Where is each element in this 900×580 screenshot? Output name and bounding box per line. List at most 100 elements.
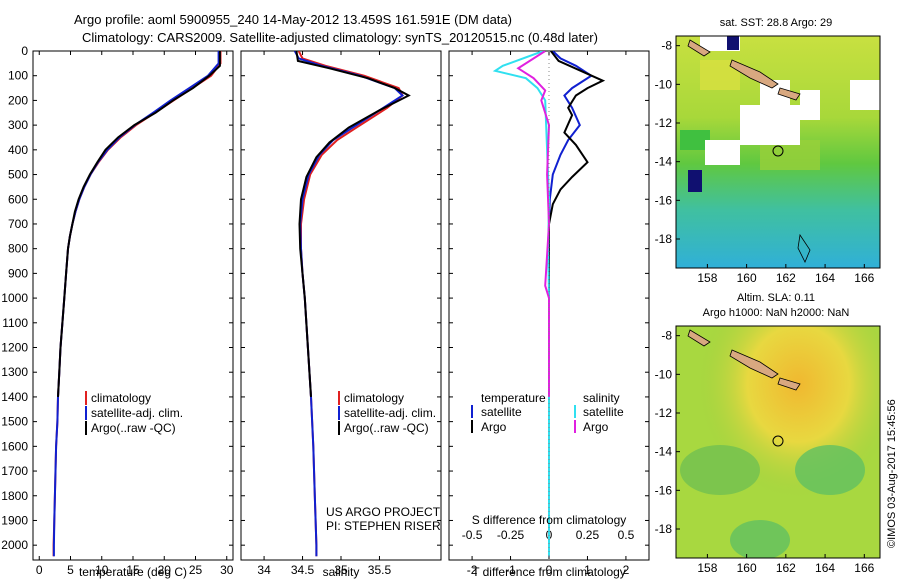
sla-low-anomaly bbox=[730, 520, 790, 558]
map-x-tick-label: 166 bbox=[854, 271, 874, 285]
sst-map-title: sat. SST: 28.8 Argo: 29 bbox=[720, 17, 833, 29]
series-line bbox=[52, 51, 222, 557]
map-y-tick-label: -8 bbox=[661, 329, 672, 343]
sst-patch bbox=[680, 130, 710, 150]
series-line bbox=[52, 51, 220, 557]
legend-label: satellite bbox=[481, 405, 522, 419]
map-x-tick-label: 164 bbox=[815, 561, 835, 575]
map-x-tick-label: 166 bbox=[854, 561, 874, 575]
depth-axis: 0 100 200 300 400 500 600 700 800 900 1000 1100 1200… bbox=[1, 44, 649, 552]
x-tick-label: 2 bbox=[623, 563, 630, 577]
series-line bbox=[548, 51, 606, 397]
x-tick-label: 1 bbox=[584, 563, 591, 577]
series-line bbox=[516, 51, 551, 397]
sst-missing-data bbox=[800, 90, 820, 120]
s-tick-label: 0.25 bbox=[576, 528, 600, 542]
map-y-tick-label: -16 bbox=[655, 193, 673, 207]
sst-missing-data bbox=[850, 80, 880, 110]
temperature-series bbox=[52, 51, 222, 557]
s-tick-label: -0.5 bbox=[462, 528, 483, 542]
map-x-tick-label: 158 bbox=[697, 561, 717, 575]
depth-tick-label: 2000 bbox=[1, 538, 28, 552]
map-x-tick-label: 160 bbox=[737, 561, 757, 575]
map-y-tick-label: -14 bbox=[655, 445, 673, 459]
salinity-xlabel: salinity bbox=[323, 565, 360, 579]
salinity-legend: climatology satellite-adj. clim. Argo(..… bbox=[338, 391, 436, 435]
map-y-tick-label: -8 bbox=[661, 39, 672, 53]
x-tick-label: 10 bbox=[95, 563, 109, 577]
x-tick-label: -2 bbox=[467, 563, 478, 577]
legend-label: satellite-adj. clim. bbox=[344, 406, 436, 420]
depth-tick-label: 100 bbox=[8, 69, 28, 83]
pi-annotation: PI: STEPHEN RISER bbox=[326, 519, 441, 533]
x-tick-label: 25 bbox=[189, 563, 203, 577]
map-y-tick-label: -16 bbox=[655, 483, 673, 497]
legend-label: Argo(..raw -QC) bbox=[91, 421, 176, 435]
map-y-tick-label: -10 bbox=[655, 77, 673, 91]
sst-missing-data bbox=[705, 140, 740, 165]
x-tick-label: -1 bbox=[505, 563, 516, 577]
credit-text: ©IMOS 03-Aug-2017 15:45:56 bbox=[886, 399, 898, 548]
depth-tick-label: 1700 bbox=[1, 464, 28, 478]
depth-tick-label: 1100 bbox=[2, 316, 28, 330]
salinity-panel-frame bbox=[240, 50, 442, 561]
salinity-series bbox=[293, 51, 411, 557]
island-shape bbox=[687, 329, 711, 347]
series-line bbox=[57, 51, 221, 397]
series-line bbox=[295, 51, 411, 397]
s-tick-label: -0.25 bbox=[497, 528, 525, 542]
header-line2: Climatology: CARS2009. Satellite-adjuste… bbox=[82, 30, 598, 45]
depth-tick-label: 1500 bbox=[1, 415, 28, 429]
depth-tick-label: 1900 bbox=[1, 513, 28, 527]
profile-location-marker bbox=[772, 435, 784, 447]
map-y-tick-label: -12 bbox=[655, 406, 673, 420]
temperature-x-ticks: 0 5 10 15 20 25 30 bbox=[36, 51, 234, 577]
map-y-tick-label: -14 bbox=[655, 155, 673, 169]
x-tick-label: 0 bbox=[36, 563, 43, 577]
x-tick-label: 34.5 bbox=[291, 563, 315, 577]
depth-tick-label: 400 bbox=[8, 143, 28, 157]
sst-map-frame bbox=[675, 35, 881, 269]
sst-cloud-mask bbox=[688, 170, 702, 192]
map-y-tick-label: -10 bbox=[655, 367, 673, 381]
depth-tick-label: 200 bbox=[8, 93, 28, 107]
sst-missing-data bbox=[740, 105, 800, 145]
x-tick-label: 5 bbox=[67, 563, 74, 577]
x-tick-label: 35.5 bbox=[368, 563, 392, 577]
legend-label: satellite bbox=[583, 405, 624, 419]
sla-map-frame bbox=[675, 325, 881, 559]
island-shape bbox=[729, 59, 779, 89]
difference-series bbox=[492, 51, 606, 557]
sst-map-ticks: 158 160 162 164 166 -8 -10 -12 -14 -16 -18 bbox=[655, 39, 875, 285]
temperature-legend: climatology satellite-adj. clim. Argo(..… bbox=[85, 391, 183, 435]
depth-tick-label: 600 bbox=[8, 192, 28, 206]
depth-tick-label: 1400 bbox=[1, 390, 28, 404]
x-tick-label: 0 bbox=[546, 563, 553, 577]
temperature-xlabel: temperature (deg C) bbox=[79, 565, 187, 579]
legend-label: climatology bbox=[91, 391, 151, 405]
sla-low-anomaly bbox=[680, 445, 760, 495]
legend-title-temperature: temperature bbox=[481, 391, 546, 405]
legend-label: satellite-adj. clim. bbox=[91, 406, 183, 420]
map-x-tick-label: 164 bbox=[815, 271, 835, 285]
legend-title-salinity: salinity bbox=[583, 391, 620, 405]
map-x-tick-label: 162 bbox=[776, 271, 796, 285]
reef-outline bbox=[797, 233, 811, 263]
sla-map-title: Altim. SLA: 0.11 bbox=[737, 292, 815, 304]
depth-tick-label: 300 bbox=[8, 118, 28, 132]
depth-tick-label: 900 bbox=[8, 266, 28, 280]
salinity-x-ticks: 34 34.5 35 35.5 bbox=[257, 51, 391, 577]
island-shape bbox=[777, 87, 801, 101]
x-tick-label: 30 bbox=[220, 563, 234, 577]
depth-tick-label: 700 bbox=[8, 217, 28, 231]
sla-warm-anomaly bbox=[676, 326, 880, 558]
x-tick-label: 35 bbox=[334, 563, 348, 577]
legend-label: Argo(..raw -QC) bbox=[344, 421, 429, 435]
s-difference-label: S difference from climatology bbox=[472, 513, 627, 527]
map-y-tick-label: -18 bbox=[655, 522, 673, 536]
depth-tick-label: 1000 bbox=[1, 291, 28, 305]
difference-legend: temperature satellite Argo salinity sate… bbox=[471, 391, 624, 434]
sla-map bbox=[676, 326, 880, 558]
sla-map-ticks: 158 160 162 164 166 -8 -10 -12 -14 -16 -18 bbox=[655, 329, 875, 575]
